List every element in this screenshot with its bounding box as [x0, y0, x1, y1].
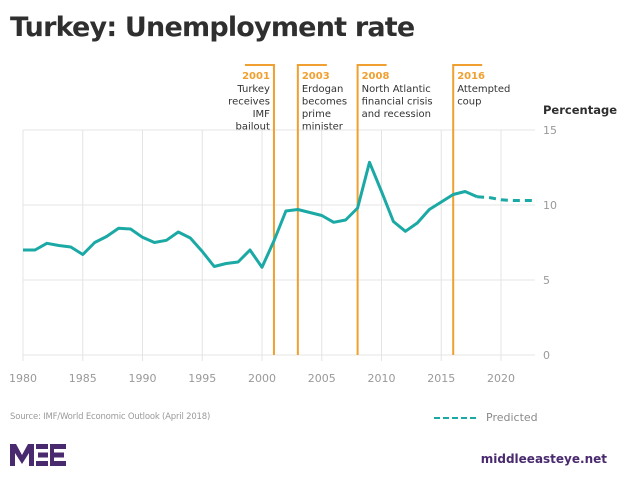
x-axis-ticks: 1980 1985 1990 1995 2000 2005 2010 2015 2020 [9, 372, 515, 385]
mee-logo-icon [10, 444, 66, 466]
event-year: 2003 [302, 71, 330, 82]
event-description: Attempted [457, 84, 510, 95]
x-tick-label: 1985 [69, 372, 97, 385]
y-tick-label: 10 [543, 199, 557, 212]
event-description: Turkey [236, 84, 270, 95]
event-year: 2001 [242, 71, 270, 82]
event-description: IMF [253, 109, 271, 120]
x-tick-label: 1990 [129, 372, 157, 385]
event-description: receives [228, 97, 270, 108]
x-tick-label: 2020 [487, 372, 515, 385]
event-annotation-2016: 2016 Attempted coup [452, 64, 510, 355]
event-year: 2016 [457, 71, 485, 82]
y-axis-ticks: 0 5 10 15 [543, 124, 557, 362]
event-year: 2008 [362, 71, 390, 82]
series-lines [22, 160, 537, 269]
event-description: North Atlantic [362, 84, 431, 95]
event-description: coup [457, 97, 481, 108]
event-description: becomes [302, 97, 347, 108]
event-description: Erdogan [302, 84, 344, 95]
event-description: bailout [236, 122, 270, 133]
source-note: Source: IMF/World Economic Outlook (Apri… [10, 412, 211, 422]
series-line-actual [23, 160, 478, 269]
chart-title: Turkey: Unemployment rate [10, 12, 415, 43]
x-tick-label: 2010 [368, 372, 396, 385]
legend: Predicted [434, 411, 538, 424]
site-url[interactable]: middleeasteye.net [480, 452, 607, 466]
x-tick-label: 2005 [308, 372, 336, 385]
event-description: prime [302, 109, 331, 120]
event-description: minister [302, 122, 344, 133]
x-tick-label: 1995 [188, 372, 216, 385]
legend-label-predicted: Predicted [486, 411, 538, 424]
x-tick-label: 2000 [248, 372, 276, 385]
line-chart: 1980 1985 1990 1995 2000 2005 2010 2015 2020 0 5 1… [9, 64, 617, 385]
y-tick-label: 15 [543, 124, 557, 137]
y-axis-label: Percentage [543, 103, 617, 117]
legend-dashed-swatch [434, 416, 476, 419]
mee-logo [10, 443, 68, 471]
event-description: and recession [362, 109, 431, 120]
x-tick-label: 2015 [427, 372, 455, 385]
y-tick-label: 0 [543, 349, 550, 362]
x-tick-label: 1980 [9, 372, 37, 385]
y-tick-label: 5 [543, 274, 550, 287]
event-description: financial crisis [362, 97, 433, 108]
gridlines [22, 129, 535, 361]
series-line-predicted [477, 195, 537, 202]
